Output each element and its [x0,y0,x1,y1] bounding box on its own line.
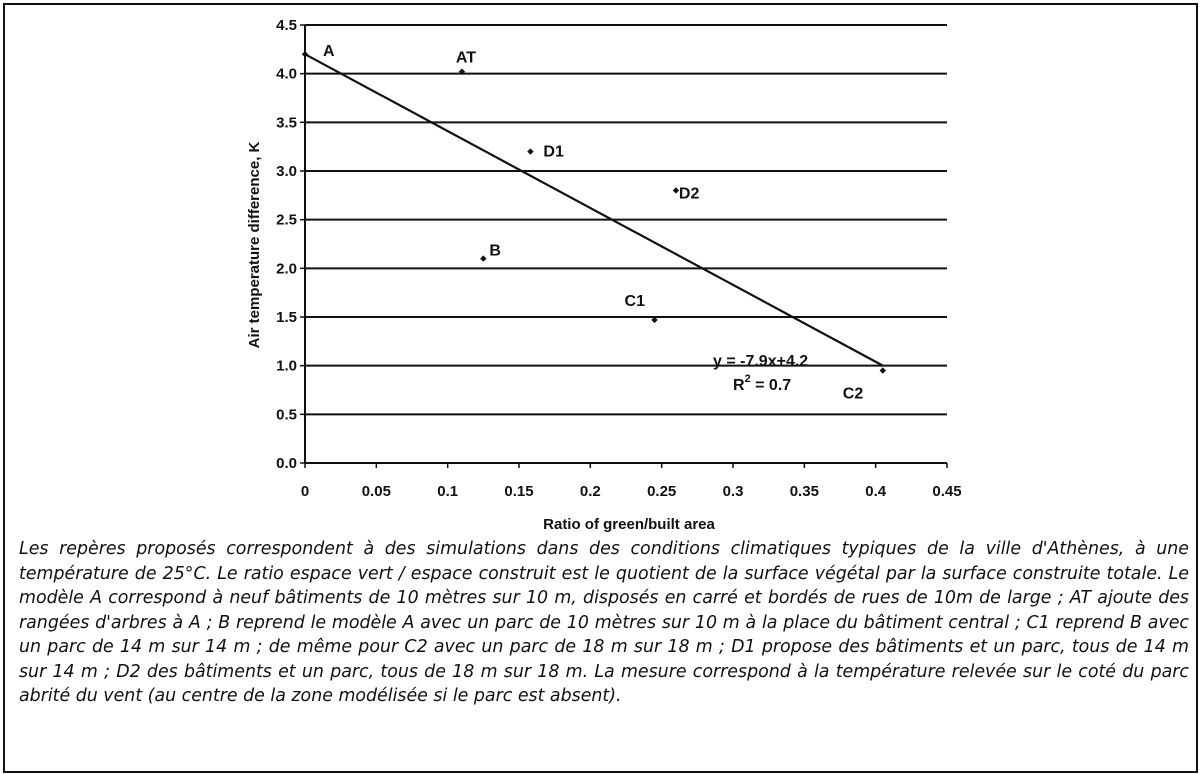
data-point-marker [527,148,534,155]
trendline [304,53,884,367]
trendline-group [304,53,884,367]
y-tick-label: 4.0 [276,66,297,83]
data-point-label: AT [456,50,476,67]
data-point-marker [672,187,680,194]
data-point-label: A [323,43,335,60]
r-squared-label: R2 = 0.7 [733,373,791,394]
y-tick-label: 2.5 [276,212,297,229]
data-point-marker [480,255,487,262]
y-tick-label: 3.5 [276,114,297,131]
figure-caption: Les repères proposés correspondent à des… [19,539,1189,706]
x-tick-label: 0 [301,483,309,500]
y-tick-label: 3.0 [276,163,297,180]
x-tick-labels: 0 0.05 0.1 0.15 0.2 0.25 0.3 0.35 0.4 0.45 [301,483,962,500]
data-point-label: B [489,243,501,260]
y-tick-label: 1.5 [276,309,297,326]
x-tick-label: 0.05 [362,483,391,500]
x-tick-label: 0.15 [504,483,533,500]
x-tick-label: 0.35 [790,483,819,500]
data-points: A AT D1 D2 B C1 C2 [301,43,886,403]
y-tick-label: 4.5 [276,17,297,34]
x-axis-title: Ratio of green/built area [543,516,715,533]
x-tick-label: 0.1 [437,483,458,500]
y-tick-label: 1.0 [276,358,297,375]
x-tick-label: 0.45 [932,483,961,500]
y-tick-label: 0.5 [276,406,297,423]
y-tick-label: 2.0 [276,260,297,277]
data-point-marker [879,367,886,374]
data-point-label: C2 [843,386,864,403]
equation-label: y = -7.9x+4.2 [713,353,808,370]
data-point-label: D1 [543,144,564,161]
data-point-label: C1 [625,293,646,310]
y-tick-label: 0.0 [276,455,297,472]
scatter-chart: 0 0.05 0.1 0.15 0.2 0.25 0.3 0.35 0.4 0.45 0.0 0.5… [246,17,962,533]
data-point-marker [651,316,658,324]
figure-frame: 0 0.05 0.1 0.15 0.2 0.25 0.3 0.35 0.4 0.45 0.0 0.5… [3,3,1198,773]
r-squared-value: = 0.7 [751,377,792,394]
data-point-marker [458,68,466,75]
grid-lines [305,24,947,416]
x-tick-label: 0.3 [723,483,744,500]
r-squared-superscript: 2 [745,373,751,385]
x-tick-label: 0.25 [647,483,676,500]
data-point-marker [301,51,309,58]
y-axis-title: Air temperature difference, K [246,141,263,348]
r-squared-r: R [733,377,745,394]
x-tick-label: 0.4 [865,483,887,500]
data-point-label: D2 [679,185,700,202]
y-tick-labels: 0.0 0.5 1.0 1.5 2.0 2.5 3.0 3.5 4.0 4.5 [276,17,297,472]
axes [300,24,948,468]
x-tick-label: 0.2 [580,483,601,500]
